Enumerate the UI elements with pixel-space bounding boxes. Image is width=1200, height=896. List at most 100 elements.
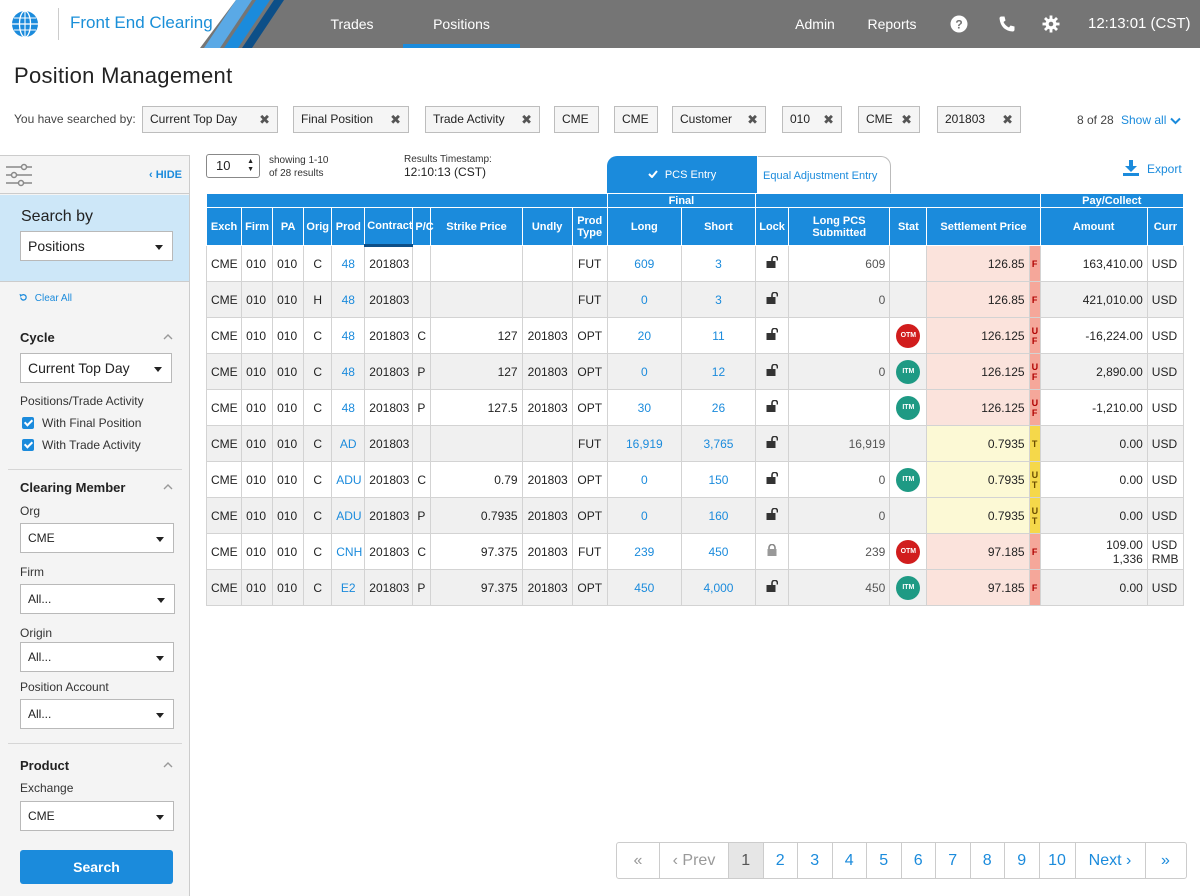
cell-short-link[interactable]: 11	[680, 317, 757, 354]
cell-long-link[interactable]: 16,919	[606, 425, 682, 462]
with-trade-checkbox[interactable]	[22, 439, 34, 451]
cell-prod-link[interactable]: 48	[331, 281, 366, 318]
table-row[interactable]: CME 010 010 C AD 201803 FUT 16,919 3,765 16,919 0.…	[205, 425, 1185, 462]
lock-open-icon[interactable]	[766, 400, 779, 412]
chip-remove-icon[interactable]: ✖	[823, 112, 834, 127]
cell-prod-link[interactable]: 48	[331, 245, 366, 282]
cell-long-link[interactable]: 20	[606, 317, 682, 354]
lock-closed-icon[interactable]	[766, 544, 778, 556]
chevron-up-icon[interactable]	[163, 760, 173, 770]
col-header-amount[interactable]: Amount	[1039, 207, 1148, 246]
cell-long-link[interactable]: 0	[606, 497, 682, 534]
cell-short-link[interactable]: 3	[680, 281, 757, 318]
cell-long-link[interactable]: 0	[606, 353, 682, 390]
cell-prod-link[interactable]: 48	[331, 317, 366, 354]
lock-open-icon[interactable]	[766, 508, 779, 520]
firm-select[interactable]: All...	[20, 584, 175, 614]
search-button[interactable]: Search	[20, 850, 173, 884]
nav-positions[interactable]: Positions	[403, 0, 520, 48]
cell-long-link[interactable]: 30	[606, 389, 682, 426]
lock-open-icon[interactable]	[766, 472, 779, 484]
cycle-section-title[interactable]: Cycle	[20, 330, 55, 345]
col-header-settlement-price[interactable]: Settlement Price	[926, 207, 1041, 246]
nav-reports[interactable]: Reports	[867, 16, 917, 32]
pager-page-4[interactable]: 4	[833, 843, 867, 878]
origin-select[interactable]: All...	[20, 642, 174, 672]
table-row[interactable]: CME 010 010 C 48 201803 FUT 609 3 609 126.85 F 163,4…	[205, 245, 1185, 282]
nav-admin[interactable]: Admin	[795, 16, 835, 32]
clear-all-link[interactable]: Clear All	[19, 293, 72, 304]
lock-open-icon[interactable]	[766, 580, 779, 592]
pager-first[interactable]: «	[617, 843, 660, 878]
col-header-lock[interactable]: Lock	[755, 207, 790, 246]
show-all-link[interactable]: Show all	[1121, 113, 1181, 127]
pager-prev[interactable]: ‹ Prev	[660, 843, 729, 878]
table-row[interactable]: CME 010 010 C 48 201803 P 127 201803 OPT 0 12 0 ITM 12…	[205, 353, 1185, 390]
pager-next[interactable]: Next ›	[1076, 843, 1146, 878]
pager-page-9[interactable]: 9	[1005, 843, 1040, 878]
cell-long-link[interactable]: 239	[606, 533, 682, 570]
pager-page-6[interactable]: 6	[902, 843, 936, 878]
chip-remove-icon[interactable]: ✖	[747, 112, 758, 127]
chip-remove-icon[interactable]: ✖	[901, 112, 912, 127]
stepper-arrows-icon[interactable]: ▲ ▼	[247, 158, 254, 173]
cell-long-link[interactable]: 609	[606, 245, 682, 282]
pager-page-10[interactable]: 10	[1040, 843, 1076, 878]
col-header-pc[interactable]: P/C	[412, 207, 434, 246]
table-row[interactable]: CME 010 010 H 48 201803 FUT 0 3 0 126.85 F 421,010.0…	[205, 281, 1185, 318]
chip-remove-icon[interactable]: ✖	[390, 112, 401, 127]
col-header-prod-type[interactable]: Prod Type	[571, 207, 608, 246]
col-header-undly[interactable]: Undly	[521, 207, 573, 246]
cell-short-link[interactable]: 26	[680, 389, 757, 426]
tab-pcs-entry[interactable]: PCS Entry	[607, 156, 757, 193]
cell-prod-link[interactable]: 48	[331, 353, 366, 390]
exchange-select[interactable]: CME	[20, 801, 174, 831]
cell-short-link[interactable]: 3	[680, 245, 757, 282]
col-header-orig[interactable]: Orig	[303, 207, 333, 246]
col-header-long[interactable]: Long	[606, 207, 682, 246]
cell-long-link[interactable]: 0	[606, 461, 682, 498]
pager-last[interactable]: »	[1161, 852, 1170, 869]
lock-open-icon[interactable]	[766, 256, 779, 268]
help-icon[interactable]: ?	[950, 15, 968, 33]
search-by-select[interactable]: Positions	[20, 231, 173, 261]
table-row[interactable]: CME 010 010 C ADU 201803 C 0.79 201803 OPT 0 150 0 IT…	[205, 461, 1185, 498]
cell-short-link[interactable]: 450	[680, 533, 757, 570]
cell-prod-link[interactable]: E2	[331, 569, 366, 606]
download-icon[interactable]	[1123, 160, 1139, 176]
pager-page-7[interactable]: 7	[936, 843, 971, 878]
gear-icon[interactable]	[1042, 15, 1060, 33]
lock-open-icon[interactable]	[766, 436, 779, 448]
hide-sidebar-button[interactable]: ‹ HIDE	[149, 169, 183, 181]
cell-prod-link[interactable]: CNH	[331, 533, 366, 570]
org-select[interactable]: CME	[20, 523, 174, 553]
cell-prod-link[interactable]: ADU	[331, 461, 366, 498]
export-link[interactable]: Export	[1147, 162, 1182, 176]
pager-page-3[interactable]: 3	[798, 843, 833, 878]
chip-remove-icon[interactable]: ✖	[521, 112, 532, 127]
table-row[interactable]: CME 010 010 C 48 201803 C 127 201803 OPT 20 11 OTM 12…	[205, 317, 1185, 354]
cell-prod-link[interactable]: ADU	[331, 497, 366, 534]
position-account-select[interactable]: All...	[20, 699, 174, 729]
lock-open-icon[interactable]	[766, 292, 779, 304]
col-header-firm[interactable]: Firm	[241, 207, 274, 246]
cell-short-link[interactable]: 4,000	[680, 569, 757, 606]
cell-short-link[interactable]: 160	[680, 497, 757, 534]
cycle-select[interactable]: Current Top Day	[20, 353, 172, 383]
col-header-curr[interactable]: Curr	[1146, 207, 1185, 246]
col-header-prod[interactable]: Prod	[331, 207, 366, 246]
pager-page-8[interactable]: 8	[971, 843, 1005, 878]
col-header-long-pcs[interactable]: Long PCS Submitted	[788, 207, 891, 246]
lock-open-icon[interactable]	[766, 364, 779, 376]
cell-short-link[interactable]: 12	[680, 353, 757, 390]
cell-prod-link[interactable]: 48	[331, 389, 366, 426]
filter-sliders-icon[interactable]	[6, 163, 32, 187]
clearing-member-section-title[interactable]: Clearing Member	[20, 480, 126, 495]
table-row[interactable]: CME 010 010 C 48 201803 P 127.5 201803 OPT 30 26 ITM…	[205, 389, 1185, 426]
cell-long-link[interactable]: 450	[606, 569, 682, 606]
pager-page-1[interactable]: 1	[729, 843, 764, 878]
chevron-up-icon[interactable]	[163, 332, 173, 342]
col-header-exch[interactable]: Exch	[205, 207, 243, 246]
pager-page-2[interactable]: 2	[764, 843, 798, 878]
product-section-title[interactable]: Product	[20, 758, 70, 773]
